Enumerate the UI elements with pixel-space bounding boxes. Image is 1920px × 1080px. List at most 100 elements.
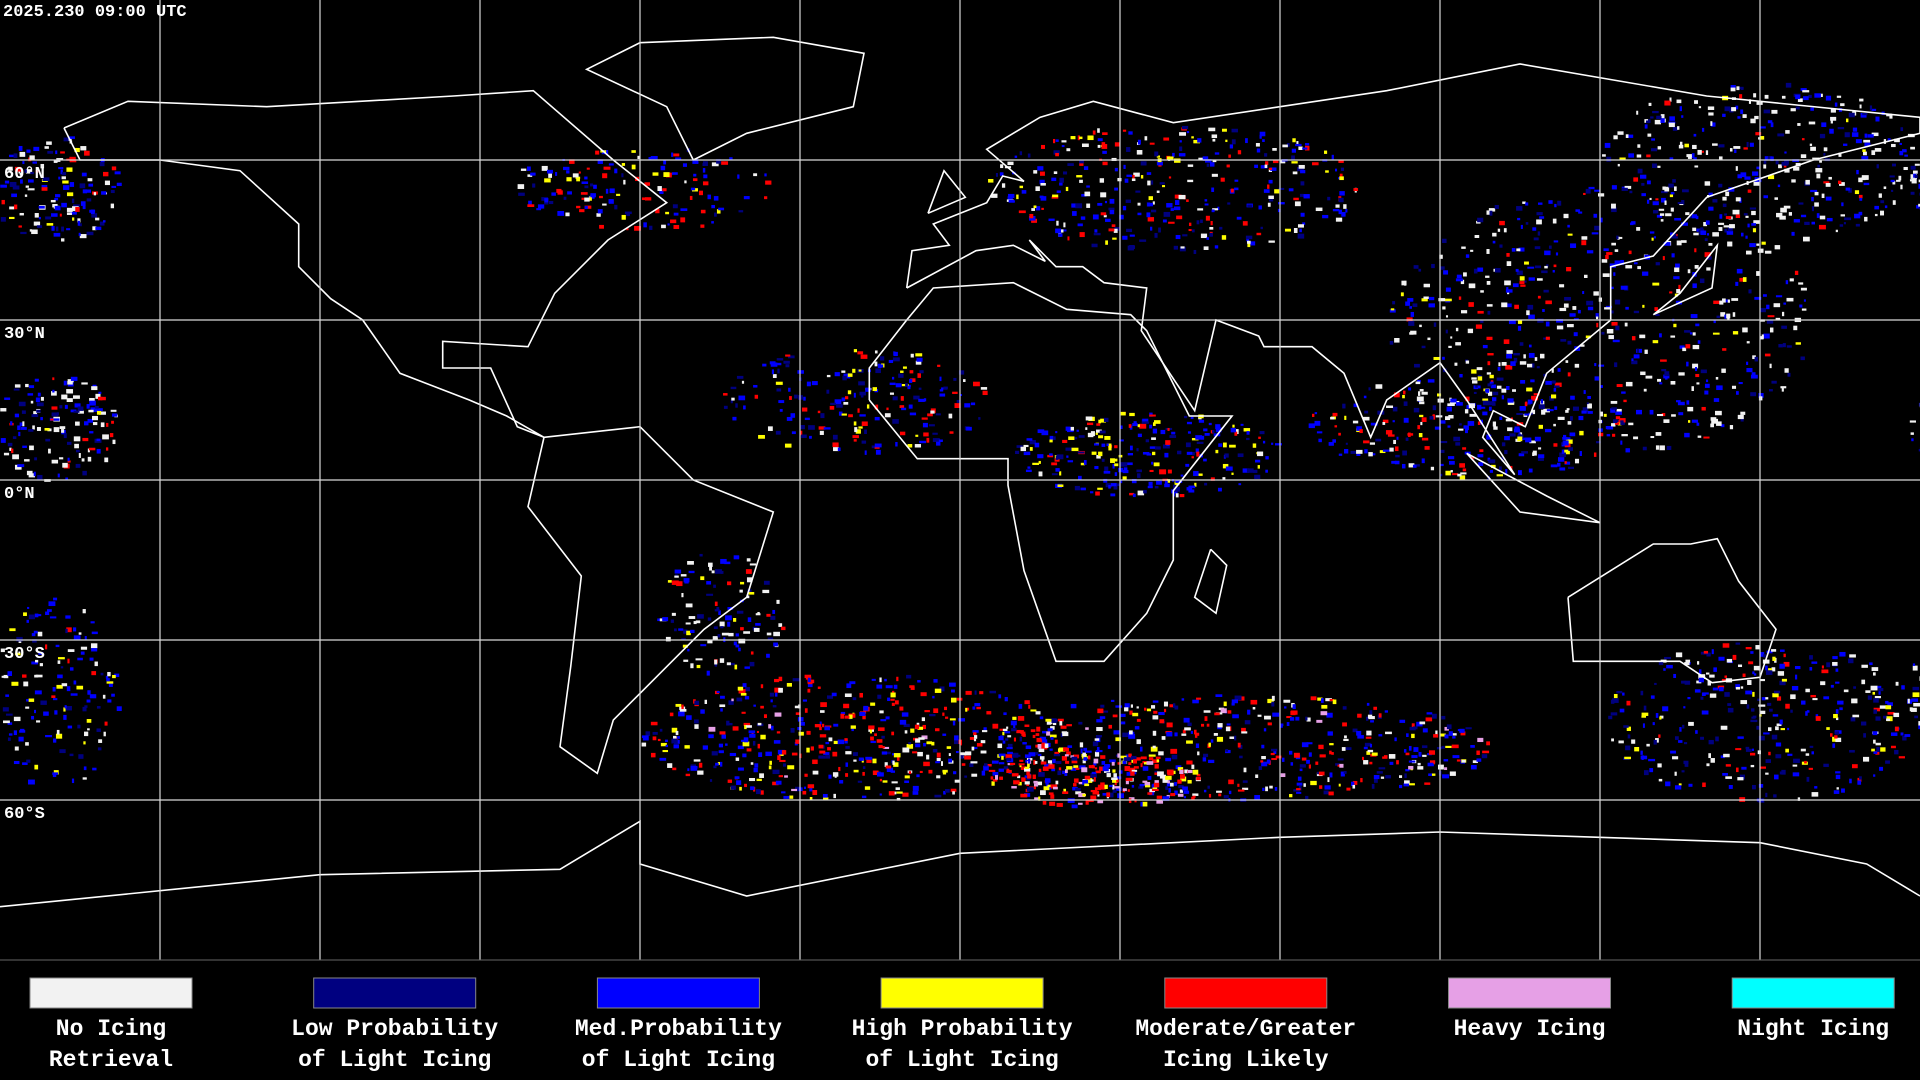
icing-pixel [682, 163, 688, 167]
icing-pixel [1442, 306, 1446, 310]
icing-pixel [783, 360, 790, 364]
icing-pixel [32, 161, 37, 164]
icing-pixel [738, 638, 746, 644]
icing-pixel [1486, 249, 1490, 254]
icing-pixel [77, 220, 80, 226]
icing-pixel [1209, 226, 1214, 230]
icing-pixel [33, 411, 38, 415]
icing-pixel [1284, 228, 1291, 232]
icing-pixel [1604, 142, 1611, 148]
icing-pixel [1752, 355, 1756, 360]
icing-pixel [1128, 767, 1136, 772]
icing-pixel [1187, 779, 1192, 784]
icing-pixel [1013, 780, 1020, 785]
icing-pixel [1053, 436, 1056, 441]
icing-pixel [1718, 222, 1725, 225]
icing-pixel [1700, 227, 1704, 230]
icing-pixel [24, 459, 30, 462]
icing-pixel [1063, 788, 1067, 793]
icing-pixel [1521, 437, 1527, 441]
icing-pixel [1600, 385, 1603, 388]
icing-pixel [78, 232, 81, 236]
icing-pixel [1662, 256, 1665, 261]
icing-pixel [1564, 461, 1567, 464]
icing-pixel [62, 462, 68, 468]
icing-pixel [1280, 724, 1283, 728]
icing-pixel [44, 427, 50, 431]
icing-pixel [51, 225, 55, 231]
icing-pixel [1080, 748, 1083, 754]
icing-pixel [1030, 729, 1036, 733]
icing-pixel [1133, 172, 1140, 177]
icing-pixel [1606, 156, 1612, 162]
icing-pixel [1207, 785, 1210, 789]
icing-pixel [891, 781, 898, 784]
icing-pixel [833, 793, 836, 799]
icing-pixel [1486, 372, 1492, 375]
icing-pixel [1049, 801, 1056, 806]
icing-pixel [693, 719, 699, 724]
icing-pixel [1114, 776, 1122, 780]
icing-pixel [1849, 778, 1852, 784]
icing-pixel [1380, 776, 1385, 779]
icing-pixel [1448, 414, 1454, 419]
icing-pixel [1634, 262, 1638, 265]
icing-pixel [718, 750, 724, 754]
icing-pixel [1591, 232, 1599, 235]
icing-pixel [1155, 756, 1161, 759]
labels: 2025.230 09:00 UTC 60°N30°N0°N30°S60°S [3, 3, 187, 824]
icing-pixel [1154, 232, 1158, 238]
icing-pixel [1487, 353, 1494, 356]
icing-pixel [686, 715, 692, 720]
icing-pixel [1392, 301, 1396, 305]
icing-pixel [1719, 300, 1724, 305]
icing-pixel [1735, 214, 1741, 219]
icing-pixel [1855, 223, 1860, 227]
icing-pixel [1447, 403, 1451, 407]
icing-pixel [1407, 298, 1414, 302]
icing-pixel [1585, 188, 1591, 194]
icing-pixel [1751, 708, 1755, 712]
icing-pixel [1754, 115, 1759, 120]
icing-pixel [108, 682, 113, 687]
icing-pixel [24, 194, 28, 197]
icing-pixel [1660, 219, 1664, 222]
icing-pixel [35, 170, 39, 173]
legend-swatch [596, 977, 760, 1009]
icing-pixel [14, 464, 22, 470]
icing-pixel [1205, 159, 1212, 163]
icing-pixel [781, 791, 786, 794]
icing-pixel [1499, 416, 1503, 420]
icing-pixel [1231, 139, 1236, 145]
icing-pixel [541, 165, 548, 171]
icing-pixel [1421, 345, 1426, 349]
icing-pixel [1328, 791, 1334, 796]
icing-pixel [1793, 166, 1800, 171]
icing-pixel [766, 632, 772, 636]
icing-pixel [555, 172, 558, 176]
icing-pixel [714, 609, 720, 612]
icing-pixel [1548, 245, 1552, 249]
icing-pixel [1715, 736, 1719, 742]
icing-pixel [1545, 300, 1552, 305]
icing-pixel [1055, 431, 1058, 434]
icing-pixel [1574, 458, 1580, 464]
icing-pixel [1871, 748, 1875, 752]
icing-pixel [1875, 116, 1880, 122]
icing-pixel [1701, 150, 1704, 153]
icing-pixel [97, 396, 103, 401]
icing-pixel [54, 205, 61, 211]
icing-pixel [791, 752, 798, 756]
icing-pixel [915, 434, 919, 437]
icing-pixel [1242, 787, 1249, 790]
icing-pixel [1035, 206, 1041, 211]
icing-pixel [48, 601, 56, 607]
icing-pixel [1622, 692, 1625, 696]
icing-pixel [1798, 282, 1804, 285]
icing-pixel [1472, 380, 1478, 384]
icing-pixel [1031, 208, 1035, 211]
icing-pixel [1090, 773, 1097, 778]
icing-pixel [566, 177, 572, 182]
icing-pixel [1168, 221, 1175, 224]
icing-pixel [1644, 349, 1648, 354]
